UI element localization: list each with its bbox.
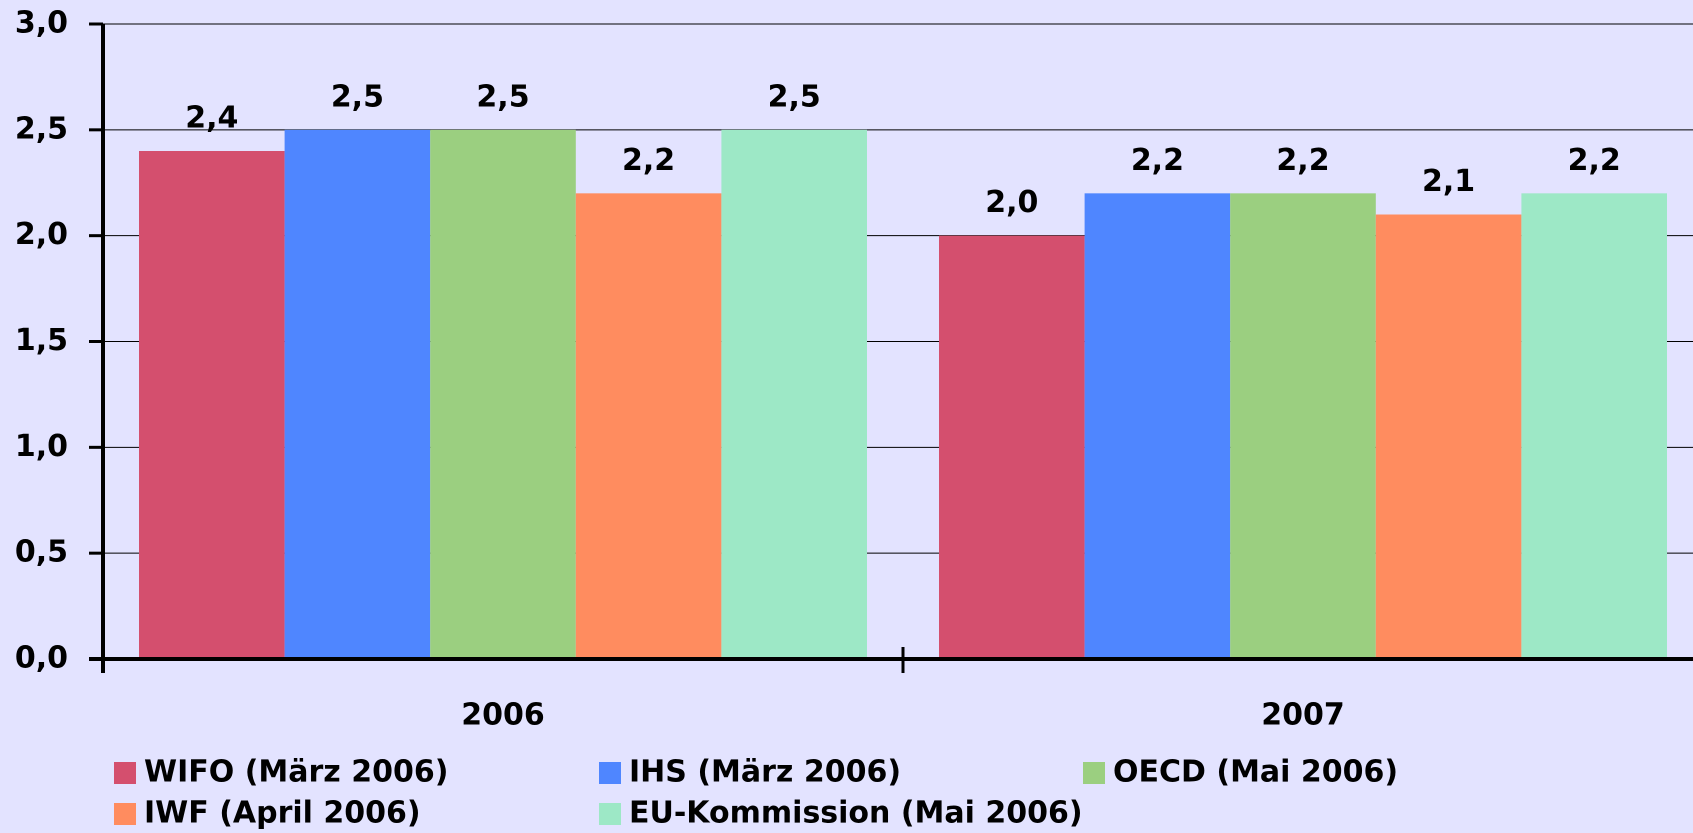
value-label: 2,2 — [1568, 143, 1621, 178]
bar — [721, 129, 867, 660]
x-tick-label: 2007 — [1261, 698, 1345, 733]
value-label: 2,2 — [1131, 143, 1184, 178]
legend-swatch — [114, 762, 136, 784]
value-label: 2,0 — [985, 185, 1038, 220]
y-tick-label: 1,0 — [15, 429, 68, 464]
legend-label: WIFO (März 2006) — [144, 755, 448, 790]
y-tick-label: 1,5 — [15, 323, 68, 358]
value-label: 2,4 — [185, 101, 238, 136]
legend-swatch — [599, 803, 621, 825]
legend-label: EU-Kommission (Mai 2006) — [629, 796, 1083, 831]
y-tick-label: 0,5 — [15, 535, 68, 570]
bar — [430, 129, 576, 660]
bar — [939, 235, 1085, 659]
bar — [284, 129, 431, 660]
legend-swatch — [1083, 762, 1105, 784]
legend-label: OECD (Mai 2006) — [1113, 755, 1398, 790]
y-tick-label: 2,5 — [15, 111, 68, 146]
legend-label: IWF (April 2006) — [144, 796, 421, 831]
bar — [1084, 193, 1231, 660]
bar — [1230, 193, 1376, 660]
value-label: 2,2 — [1276, 143, 1329, 178]
x-tick-label: 2006 — [461, 698, 545, 733]
value-label: 2,5 — [476, 79, 529, 114]
legend-swatch — [599, 762, 621, 784]
bar — [1521, 193, 1667, 660]
bar — [139, 151, 285, 659]
bar — [575, 193, 722, 660]
value-label: 2,2 — [622, 143, 675, 178]
value-label: 2,5 — [331, 79, 384, 114]
legend-swatch — [114, 803, 136, 825]
y-tick-label: 2,0 — [15, 217, 68, 252]
y-tick-label: 3,0 — [15, 6, 68, 41]
bar — [1375, 214, 1522, 659]
value-label: 2,5 — [768, 79, 821, 114]
legend-label: IHS (März 2006) — [629, 755, 901, 790]
y-tick-label: 0,0 — [15, 641, 68, 676]
value-label: 2,1 — [1422, 164, 1475, 199]
